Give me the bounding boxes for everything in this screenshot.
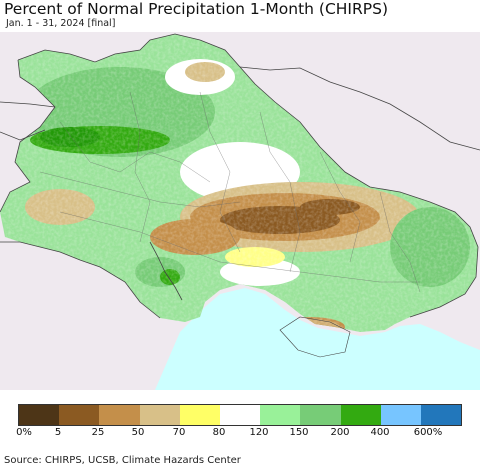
legend-swatch	[179, 405, 220, 425]
legend-tick-label: 5	[54, 427, 62, 438]
legend-swatch	[139, 405, 180, 425]
legend-colorbar	[18, 404, 463, 426]
map-title: Percent of Normal Precipitation 1-Month …	[4, 0, 388, 18]
border-lines	[0, 33, 480, 358]
legend-swatch	[260, 405, 301, 425]
legend-swatch	[380, 405, 421, 425]
map-subtitle: Jan. 1 - 31, 2024 [final]	[6, 18, 116, 29]
legend-swatch	[420, 405, 462, 425]
legend-tick-label: 25	[91, 427, 105, 438]
precipitation-map	[0, 32, 480, 390]
legend-swatch	[340, 405, 381, 425]
legend-tick-label: 400	[370, 427, 390, 438]
source-credit: Source: CHIRPS, UCSB, Climate Hazards Ce…	[4, 455, 241, 466]
legend-tick-label: 50	[131, 427, 145, 438]
legend-swatch	[99, 405, 140, 425]
legend-swatch	[59, 405, 100, 425]
legend-tick-label: 80	[212, 427, 226, 438]
legend-tick-label: 70	[172, 427, 186, 438]
legend-tick-label: 600%	[413, 427, 443, 438]
legend-tick-label: 150	[289, 427, 309, 438]
legend-tick-label: 120	[249, 427, 269, 438]
legend-swatch	[19, 405, 60, 425]
legend-swatch	[219, 405, 261, 425]
legend-tick-label: 0%	[16, 427, 32, 438]
oblast-lines	[39, 91, 421, 293]
sea	[155, 288, 480, 390]
legend-tick-labels: 0% 5 25 50 70 80 120 150 200 400 600%	[0, 427, 480, 441]
legend-tick-label: 200	[330, 427, 350, 438]
legend-swatch	[300, 405, 341, 425]
